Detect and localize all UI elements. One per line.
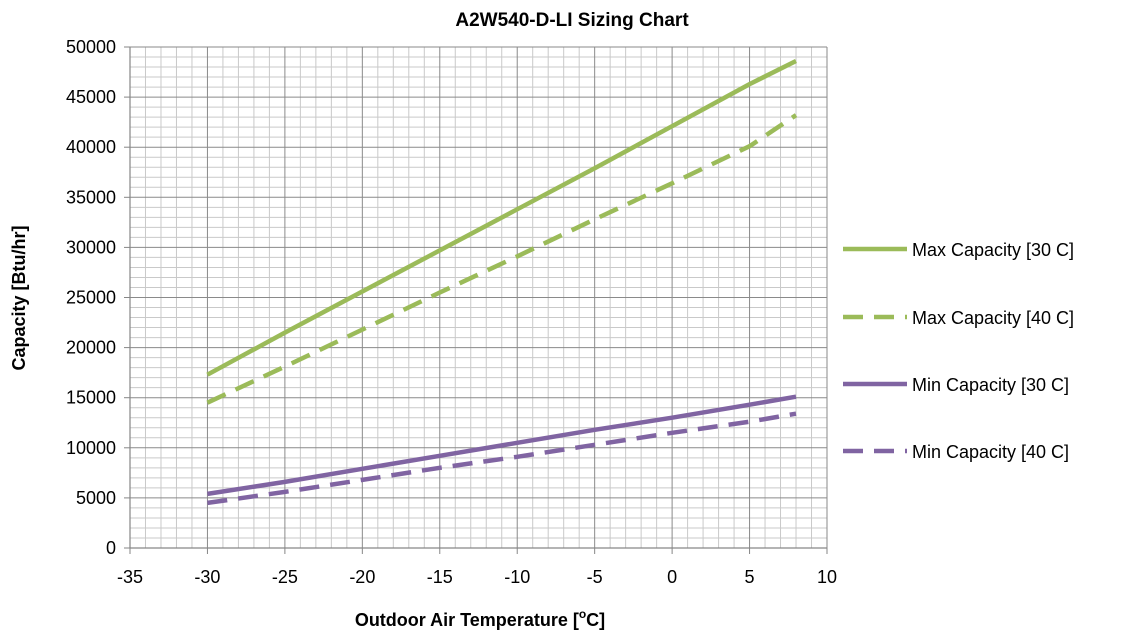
- y-tick-label: 50000: [66, 37, 116, 57]
- axes: [124, 46, 828, 554]
- x-tick-label: 5: [745, 567, 755, 587]
- y-tick-label: 5000: [76, 488, 116, 508]
- y-tick-label: 35000: [66, 187, 116, 207]
- x-tick-label: 10: [817, 567, 837, 587]
- y-axis-title: Capacity [Btu/hr]: [9, 225, 29, 370]
- x-tick-label: -25: [272, 567, 298, 587]
- x-axis-title-main: Outdoor Air Temperature [: [355, 610, 579, 630]
- legend-label-2: Max Capacity [40 C]: [912, 308, 1074, 328]
- x-tick-label: -20: [349, 567, 375, 587]
- x-tick-label: -30: [194, 567, 220, 587]
- chart-title: A2W540-D-LI Sizing Chart: [455, 10, 689, 31]
- x-tick-label: -15: [427, 567, 453, 587]
- series-lines: [206, 58, 798, 506]
- y-tick-label: 0: [106, 538, 116, 558]
- x-tick-label: -10: [504, 567, 530, 587]
- y-tick-label: 20000: [66, 338, 116, 358]
- x-axis-title-end: C]: [586, 610, 605, 630]
- y-axis-tick-labels: 0 5000 10000 15000 20000 25000 30000 35000 40000…: [66, 37, 116, 558]
- series-line-3: [207, 394, 797, 497]
- legend-label-1: Max Capacity [30 C]: [912, 240, 1074, 260]
- y-tick-label: 30000: [66, 237, 116, 257]
- y-tick-label: 45000: [66, 87, 116, 107]
- y-tick-label: 15000: [66, 388, 116, 408]
- x-tick-label: 0: [667, 567, 677, 587]
- legend: Max Capacity [30 C] Max Capacity [40 C] Mi…: [843, 240, 1074, 462]
- y-tick-label: 25000: [66, 288, 116, 308]
- x-axis-title-superscript: o: [579, 607, 586, 621]
- x-axis-title: Outdoor Air Temperature [oC]: [355, 607, 605, 630]
- x-axis-tick-labels: -35 -30 -25 -20 -15 -10 -5 0 5 10: [117, 567, 837, 587]
- y-tick-label: 10000: [66, 438, 116, 458]
- x-tick-label: -35: [117, 567, 143, 587]
- series-line-2: [206, 113, 798, 405]
- series-line-4: [207, 411, 797, 506]
- series-line-1: [206, 58, 798, 377]
- legend-label-4: Min Capacity [40 C]: [912, 442, 1069, 462]
- x-tick-label: -5: [587, 567, 603, 587]
- y-tick-label: 40000: [66, 137, 116, 157]
- major-gridlines: [129, 46, 828, 549]
- legend-label-3: Min Capacity [30 C]: [912, 375, 1069, 395]
